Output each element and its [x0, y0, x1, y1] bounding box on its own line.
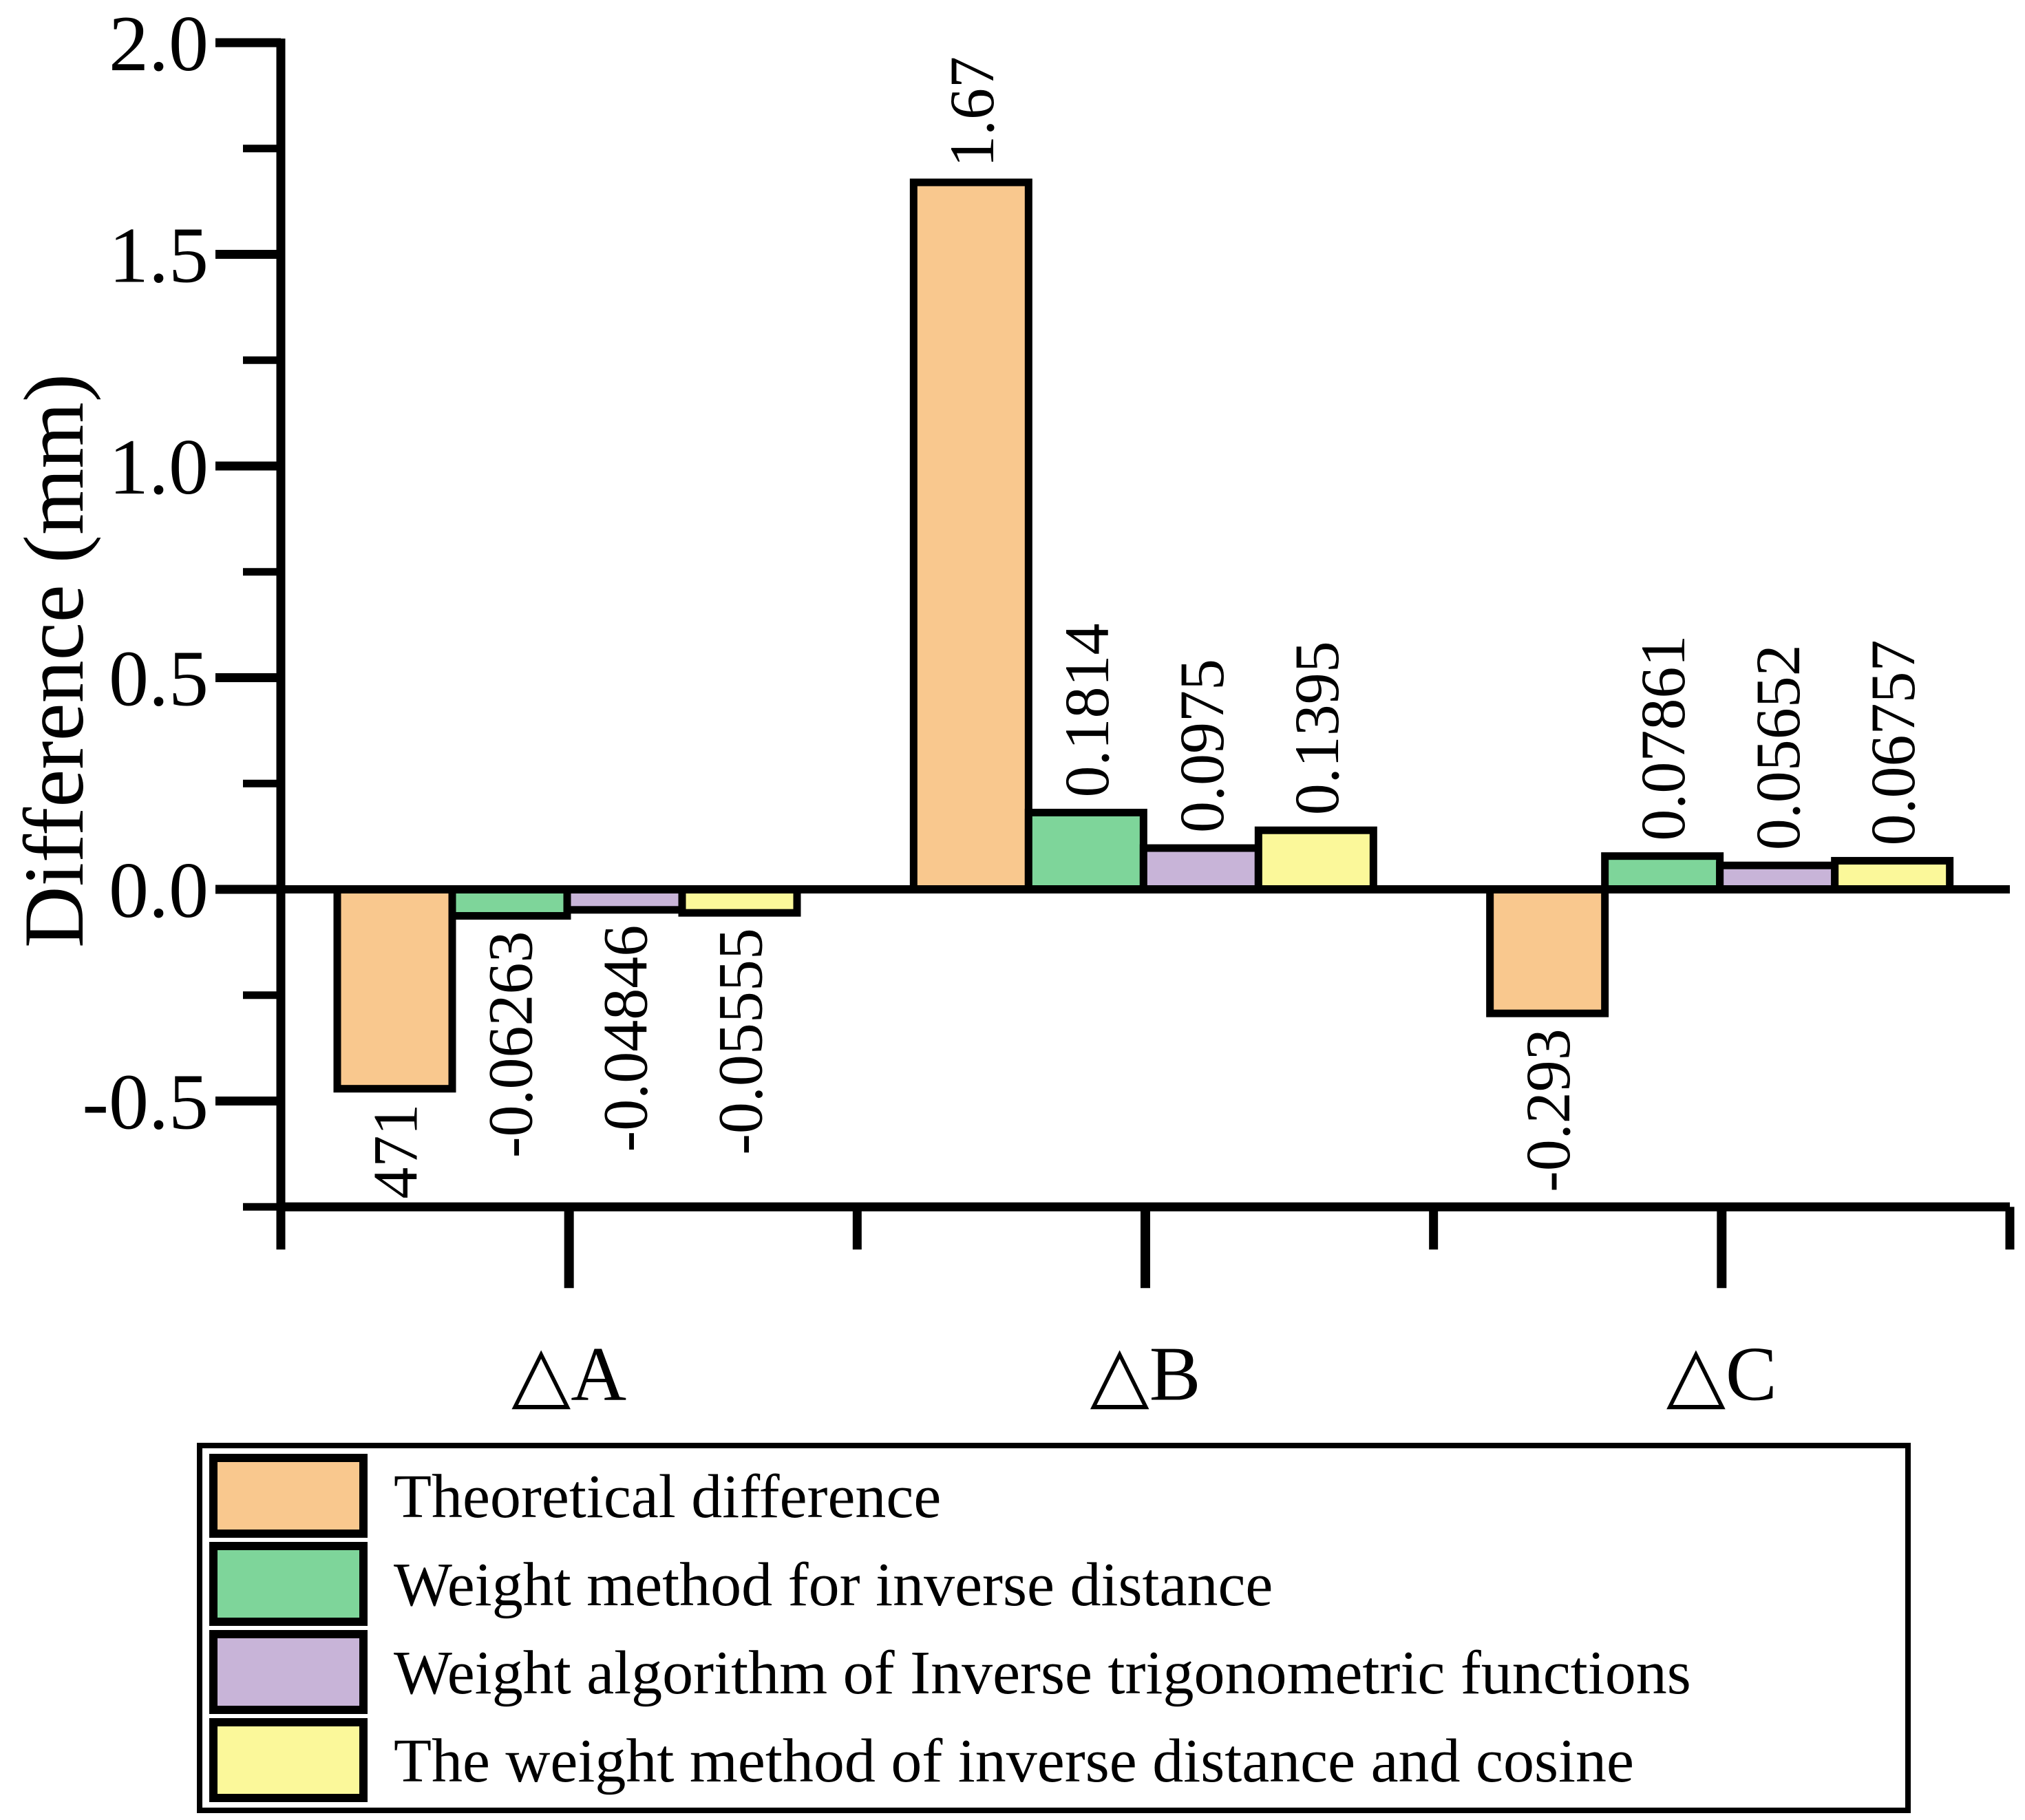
- y-tick-label: 0.5: [109, 635, 209, 723]
- bar: [1139, 844, 1262, 893]
- data-label: 471: [361, 1104, 431, 1199]
- data-label: 0.0975: [1167, 659, 1237, 833]
- legend-swatch: [209, 1454, 368, 1538]
- y-axis: 2.0 1.5 1.0 0.5 0.0 -0.5: [82, 0, 286, 1211]
- data-label: -0.06263: [476, 931, 546, 1158]
- data-labels: 471 -0.06263 -0.04846 -0.05555 1.67 0.1814 0.0…: [361, 56, 1929, 1199]
- data-label: -0.04846: [591, 925, 661, 1152]
- y-axis-title: Difference (mm): [7, 374, 101, 948]
- x-axis: △A △B △C: [276, 1202, 2015, 1417]
- x-category-label: △C: [1666, 1331, 1777, 1417]
- data-label: 0.06757: [1858, 639, 1928, 845]
- legend-box: [197, 1443, 1911, 1813]
- data-label: 0.1814: [1052, 623, 1122, 797]
- legend-label: Weight algorithm of Inverse trigonometri…: [394, 1639, 1691, 1707]
- data-label: 1.67: [937, 56, 1007, 167]
- legend-label: Theoretical difference: [394, 1463, 941, 1531]
- y-tick-label: 2.0: [109, 0, 209, 88]
- legend-swatch: [209, 1718, 368, 1802]
- legend: Theoretical difference Weight method for …: [197, 1443, 1911, 1813]
- bar: [333, 885, 456, 1093]
- bar: [909, 178, 1032, 893]
- x-category-label: △B: [1090, 1331, 1201, 1417]
- legend-label: The weight method of inverse distance an…: [394, 1727, 1634, 1795]
- y-tick-label: -0.5: [82, 1059, 209, 1147]
- data-label: 0.07861: [1628, 635, 1698, 841]
- legend-swatch: [209, 1630, 368, 1714]
- bar: [1486, 885, 1609, 1017]
- bars: [333, 178, 1954, 1093]
- data-label: 0.05652: [1743, 644, 1813, 850]
- x-category-label: △A: [511, 1331, 626, 1417]
- data-label: -0.05555: [706, 928, 776, 1155]
- y-tick-label: 0.0: [109, 847, 209, 935]
- y-tick-label: 1.0: [109, 423, 209, 511]
- bar: [1831, 856, 1954, 893]
- y-tick-label: 1.5: [109, 212, 209, 300]
- data-label: 0.1395: [1282, 641, 1352, 815]
- legend-label: Weight method for inverse distance: [394, 1551, 1273, 1619]
- data-label: -0.293: [1513, 1028, 1583, 1192]
- legend-swatch: [209, 1542, 368, 1626]
- bar: [1254, 826, 1377, 893]
- bar: [1024, 808, 1147, 893]
- bar: [1601, 852, 1724, 893]
